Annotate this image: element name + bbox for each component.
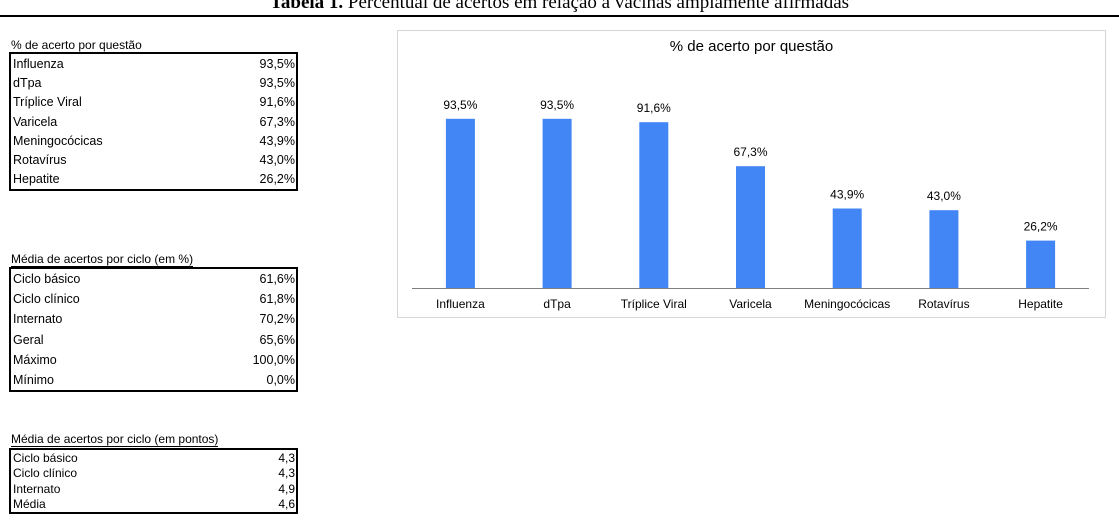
caption-rule [0, 15, 1119, 17]
table3-title: Média de acertos por ciclo (em pontos) [11, 432, 219, 447]
row-label: Máximo [13, 352, 57, 367]
x-tick-label: dTpa [543, 297, 571, 311]
row-value: 65,6% [259, 332, 295, 347]
data-label: 93,5% [540, 98, 574, 112]
row-label: Internato [13, 312, 63, 327]
table-row: dTpa 93,5% [11, 73, 296, 92]
table-row: Hepatite 26,2% [11, 170, 296, 189]
caption-label: Tabela 1. [269, 0, 344, 13]
table-row: Ciclo clínico 4,3 [11, 466, 296, 482]
table-row: Mínimo 0,0% [11, 370, 296, 390]
row-value: 4,9 [278, 481, 295, 496]
table-caption: Tabela 1. Percentual de acertos em relaç… [0, 0, 1119, 15]
data-label: 26,2% [1024, 220, 1058, 234]
x-tick-label: Meningocócicas [804, 297, 890, 311]
x-tick-label: Rotavírus [918, 297, 969, 311]
table-row: Rotavírus 43,0% [11, 150, 296, 169]
table-row: Meningocócicas 43,9% [11, 131, 296, 150]
table-row: Geral 65,6% [11, 330, 296, 350]
row-label: Ciclo clínico [13, 466, 78, 481]
row-label: Ciclo básico [13, 272, 81, 287]
x-tick-label: Influenza [436, 297, 485, 311]
row-value: 43,9% [259, 133, 295, 148]
row-value: 4,6 [278, 497, 295, 512]
data-label: 43,9% [830, 188, 864, 202]
table-row: Varicela 67,3% [11, 112, 296, 131]
data-label: 93,5% [443, 98, 477, 112]
table-row: Tríplice Viral 91,6% [11, 93, 296, 112]
table-row: Ciclo básico 4,3 [11, 450, 296, 466]
row-label: dTpa [13, 75, 42, 90]
row-value: 67,3% [259, 114, 295, 129]
table2-title: Média de acertos por ciclo (em %) [11, 252, 194, 267]
row-label: Mínimo [13, 373, 54, 388]
row-value: 61,6% [259, 272, 295, 287]
row-value: 4,3 [278, 466, 295, 481]
row-label: Ciclo clínico [13, 292, 80, 307]
row-value: 4,3 [278, 450, 295, 465]
table1: Influenza 93,5% dTpa 93,5% Tríplice Viral 9… [9, 52, 298, 192]
row-value: 0,0% [266, 373, 296, 388]
row-label: Meningocócicas [13, 133, 103, 148]
table1-title: % de acerto por questão [11, 38, 142, 53]
row-value: 93,5% [259, 56, 295, 71]
row-value: 26,2% [259, 172, 295, 187]
chart-plot: 93,5% Influenza 93,5% dTpa 91,6% Tríplice Vir… [412, 98, 1089, 311]
data-label: 67,3% [733, 145, 767, 159]
chart-title: % de acerto por questão [669, 38, 834, 55]
x-tick-label: Hepatite [1018, 297, 1063, 311]
bar [736, 166, 765, 288]
table-row: Máximo 100,0% [11, 350, 296, 370]
row-label: Ciclo básico [13, 450, 78, 465]
row-label: Rotavírus [13, 153, 67, 168]
row-label: Influenza [13, 56, 64, 71]
x-tick-label: Tríplice Viral [621, 297, 687, 311]
x-tick-label: Varicela [729, 297, 772, 311]
row-value: 70,2% [259, 312, 295, 327]
row-label: Geral [13, 332, 44, 347]
table2: Ciclo básico 61,6% Ciclo clínico 61,8% Int… [9, 267, 298, 393]
row-label: Internato [13, 481, 61, 496]
bar [929, 210, 959, 288]
table-row: Internato 4,9 [11, 481, 296, 497]
row-value: 93,5% [259, 75, 295, 90]
bar [1026, 240, 1056, 288]
row-label: Varicela [13, 114, 58, 129]
table-row: Internato 70,2% [11, 309, 296, 329]
row-value: 91,6% [259, 95, 295, 110]
bar-chart: % de acerto por questão 93,5% Influenza 93… [397, 30, 1106, 318]
bar [542, 118, 572, 288]
data-label: 91,6% [637, 101, 671, 115]
table-row: Influenza 93,5% [11, 54, 296, 73]
row-value: 100,0% [252, 352, 295, 367]
row-label: Tríplice Viral [13, 95, 82, 110]
bar [832, 208, 862, 288]
bar [445, 118, 475, 288]
table-row: Ciclo clínico 61,8% [11, 289, 296, 309]
row-label: Hepatite [13, 172, 60, 187]
bar [639, 122, 669, 288]
row-label: Média [13, 497, 46, 512]
table3: Ciclo básico 4,3 Ciclo clínico 4,3 Interna… [9, 448, 298, 514]
caption-text: Percentual de acertos em relação a vacin… [347, 0, 850, 13]
row-value: 61,8% [259, 292, 295, 307]
table-row: Ciclo básico 61,6% [11, 269, 296, 289]
row-value: 43,0% [259, 153, 295, 168]
table-row: Média 4,6 [11, 497, 296, 513]
data-label: 43,0% [927, 189, 961, 203]
